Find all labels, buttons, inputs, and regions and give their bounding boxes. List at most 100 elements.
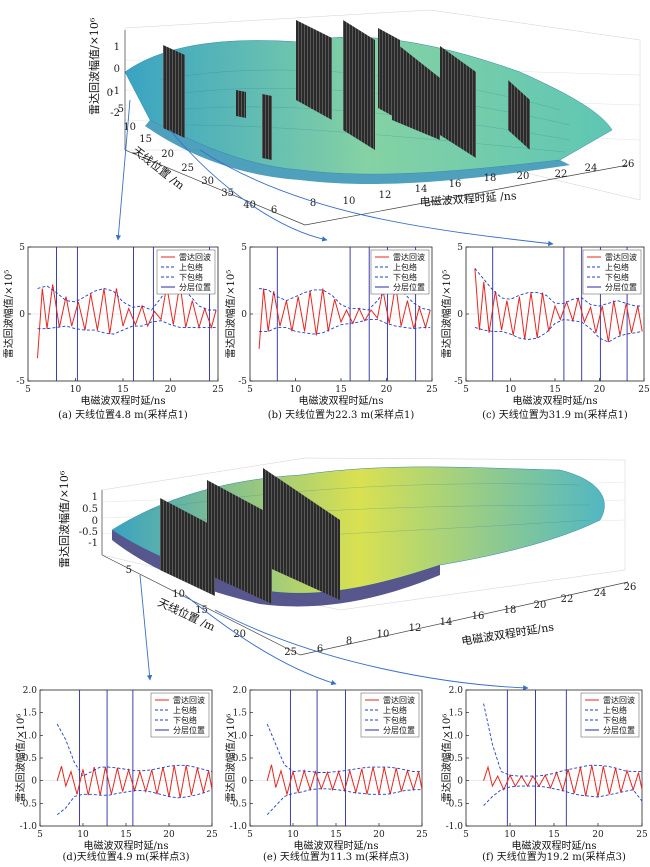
x-tick-label: 20 xyxy=(373,830,385,840)
y-tick-label: 1.0 xyxy=(233,731,248,741)
legend-label: 分层位置 xyxy=(603,725,635,735)
legend-label: 雷达回波 xyxy=(393,252,425,262)
legend-label: 雷达回波 xyxy=(179,252,211,262)
svg-text:14: 14 xyxy=(440,617,453,628)
x-tick-label: 25 xyxy=(416,830,428,840)
y-tick-label: 0.5 xyxy=(23,754,38,764)
echo-series-line xyxy=(258,284,431,349)
y-tick-label: -0.5 xyxy=(446,799,464,809)
svg-text:24: 24 xyxy=(594,588,607,599)
line-chart-4: 5 10 15 20 25 2.0 1.5 1.0 0.5 0 -0.5 -1.0 电磁波双程时延/ns… xyxy=(14,686,218,863)
x-tick-label: 15 xyxy=(117,385,129,395)
legend-label: 雷达回波 xyxy=(603,695,635,705)
svg-text:16: 16 xyxy=(472,611,485,622)
y-axis-label: 雷达回波幅值/×10⁶ xyxy=(224,714,237,802)
legend-label: 分层位置 xyxy=(383,725,415,735)
y-tick-label: 1.5 xyxy=(233,709,248,719)
chart-caption: (e) 天线位置为11.3 m(采样点3) xyxy=(263,850,409,863)
legend-label: 分层位置 xyxy=(173,725,205,735)
y-tick-label: 5 xyxy=(19,243,25,253)
layer-walls-1 xyxy=(163,20,530,160)
x-tick-label: 15 xyxy=(549,385,561,395)
x-tick-label: 25 xyxy=(636,830,648,840)
surface2-z-label: 雷达回波幅值/×10⁶ xyxy=(58,470,71,568)
x-tick-label: 10 xyxy=(505,385,517,395)
y-tick-label: -0.5 xyxy=(230,799,248,809)
x-tick-label: 25 xyxy=(426,385,438,395)
svg-text:18: 18 xyxy=(484,173,497,184)
chart-caption: (a) 天线位置4.8 m(采样点1) xyxy=(58,408,188,421)
y-tick-label: 2.0 xyxy=(23,686,38,696)
svg-text:18: 18 xyxy=(504,605,517,616)
x-axis-label: 电磁波双程时延/ns xyxy=(84,839,169,852)
svg-text:0: 0 xyxy=(92,516,98,527)
surface-axes xyxy=(124,30,629,226)
surface2-front-edge xyxy=(112,530,440,607)
svg-text:6: 6 xyxy=(271,205,277,216)
y-tick-label: 5 xyxy=(457,243,463,253)
upper-envelope-line xyxy=(37,284,217,311)
legend-label: 上包络 xyxy=(393,262,417,272)
svg-text:5: 5 xyxy=(118,104,124,115)
surface-time-ticks: 6 8 10 12 14 16 18 20 22 24 26 xyxy=(271,159,635,216)
lower-envelope-line xyxy=(259,318,431,335)
legend-label: 分层位置 xyxy=(179,282,211,292)
y-axis-label: 雷达回波幅值/×10⁵ xyxy=(440,270,453,358)
chart-caption: (f) 天线位置为19.2 m(采样点3) xyxy=(482,850,626,863)
y-tick-label: 1.0 xyxy=(449,731,464,741)
svg-text:20: 20 xyxy=(161,149,174,160)
x-tick-label: 15 xyxy=(335,385,347,395)
y-tick-label: 0 xyxy=(241,310,247,320)
svg-text:10: 10 xyxy=(172,589,185,600)
legend-label: 上包络 xyxy=(173,705,197,715)
y-tick-label: -1.0 xyxy=(446,822,464,832)
svg-text:-2: -2 xyxy=(110,108,120,119)
lower-envelope-line xyxy=(474,318,643,343)
svg-text:10: 10 xyxy=(123,122,136,133)
svg-text:16: 16 xyxy=(449,179,462,190)
line-chart-3: 5 10 15 20 25 5 0 -5 电磁波双程时延/ns 雷达回波幅值/×10⁵ 雷达回波上包… xyxy=(440,243,650,421)
svg-text:35: 35 xyxy=(221,188,234,199)
svg-text:24: 24 xyxy=(585,163,598,174)
svg-text:10: 10 xyxy=(343,196,356,207)
svg-text:25: 25 xyxy=(181,163,194,174)
upper-envelope-line xyxy=(259,283,431,311)
lower-envelope-line xyxy=(37,320,217,335)
surface-plot-1: 1 0 -1 -2 雷达回波幅值/×10⁶ 5 10 15 20 25 30 3… xyxy=(88,9,641,226)
legend-label: 下包络 xyxy=(179,272,203,282)
connector-lines-bottom xyxy=(139,574,529,691)
y-tick-label: -5 xyxy=(454,377,463,387)
legend-label: 分层位置 xyxy=(393,282,425,292)
surface-z-ticks: 1 0 -1 -2 xyxy=(110,42,120,119)
surface2-pos-label: 天线位置 /m xyxy=(156,595,218,634)
y-tick-label: 0.5 xyxy=(233,754,248,764)
surface2-z-ticks: 1 0.5 0 -0.5 -1 xyxy=(79,492,98,549)
legend-label: 雷达回波 xyxy=(383,695,415,705)
svg-text:8: 8 xyxy=(346,636,352,647)
svg-text:1: 1 xyxy=(92,492,98,503)
surface2-time-label: 电磁波双程时延/ns xyxy=(460,620,555,648)
surface2-pos-ticks: 5 10 15 20 25 xyxy=(126,565,297,658)
svg-text:1: 1 xyxy=(114,42,120,53)
svg-text:26: 26 xyxy=(624,582,637,593)
y-tick-label: 0 xyxy=(19,310,25,320)
upper-envelope-line xyxy=(483,703,642,777)
legend-label: 分层位置 xyxy=(605,282,637,292)
surface-pos-ticks: 5 10 15 20 25 30 35 40 0 xyxy=(107,88,256,211)
line-charts: 5 10 15 20 2550-5电磁波双程时延/ns雷达回波幅值/×10⁵雷达回波上包… xyxy=(2,243,650,863)
line-chart-6: 5 10 15 20 25 2.0 1.5 1.0 0.5 0 -0.5 -1.0 电磁波双程时延/ns… xyxy=(440,686,648,863)
legend-label: 下包络 xyxy=(383,715,407,725)
y-tick-label: 0 xyxy=(457,777,463,787)
y-tick-label: 1.5 xyxy=(23,709,38,719)
lower-envelope-line xyxy=(483,785,643,806)
x-tick-label: 20 xyxy=(165,385,177,395)
line-chart-5: 5 10 15 20 25 2.0 1.5 1.0 0.5 0 -0.5 -1.0 电磁波双程时延/ns… xyxy=(224,686,428,863)
upper-envelope-line xyxy=(474,268,643,307)
svg-text:6: 6 xyxy=(317,644,323,655)
y-tick-label: 0 xyxy=(241,777,247,787)
svg-text:22: 22 xyxy=(561,594,574,605)
legend-label: 上包络 xyxy=(179,262,203,272)
legend-label: 下包络 xyxy=(605,272,629,282)
y-tick-label: -1.0 xyxy=(230,822,248,832)
x-axis-label: 电磁波双程时延/ns xyxy=(513,394,598,407)
